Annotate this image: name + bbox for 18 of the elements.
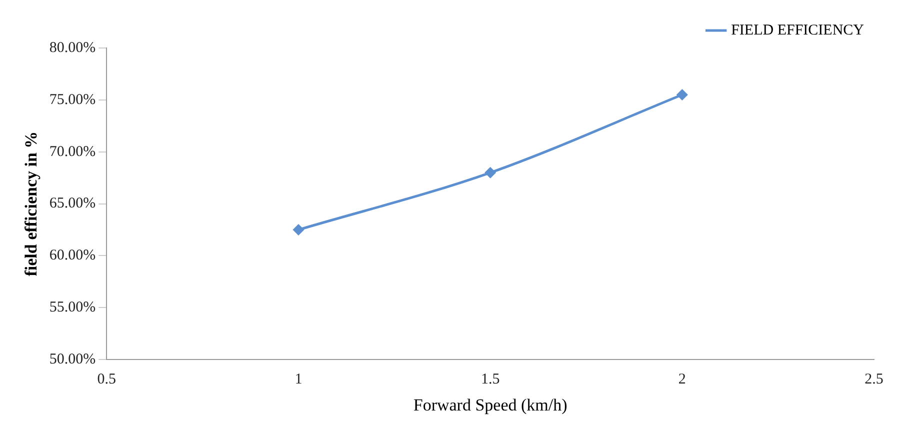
y-tick-label: 65.00%: [49, 196, 96, 212]
y-tick-label: 75.00%: [49, 92, 96, 108]
y-tick-label: 60.00%: [49, 248, 96, 264]
x-tick-label: 0.5: [97, 372, 116, 388]
legend-label: FIELD EFFICIENCY: [731, 22, 864, 38]
y-tick-label: 55.00%: [49, 300, 96, 316]
point: [676, 89, 688, 100]
x-axis-title: Forward Speed (km/h): [413, 395, 568, 414]
x-tick-label: 2.5: [864, 372, 884, 388]
point: [293, 224, 304, 236]
x-tick-label: 1: [294, 372, 302, 388]
y-tick-label: 70.00%: [49, 144, 96, 160]
y-tick-label: 50.00%: [49, 352, 96, 368]
x-tick-label: 2: [678, 372, 686, 388]
y-axis-title: field efficiency in %: [22, 131, 41, 276]
x-tick-label: 1.5: [480, 372, 500, 388]
y-tick-label: 80.00%: [49, 40, 96, 56]
point: [485, 167, 496, 178]
